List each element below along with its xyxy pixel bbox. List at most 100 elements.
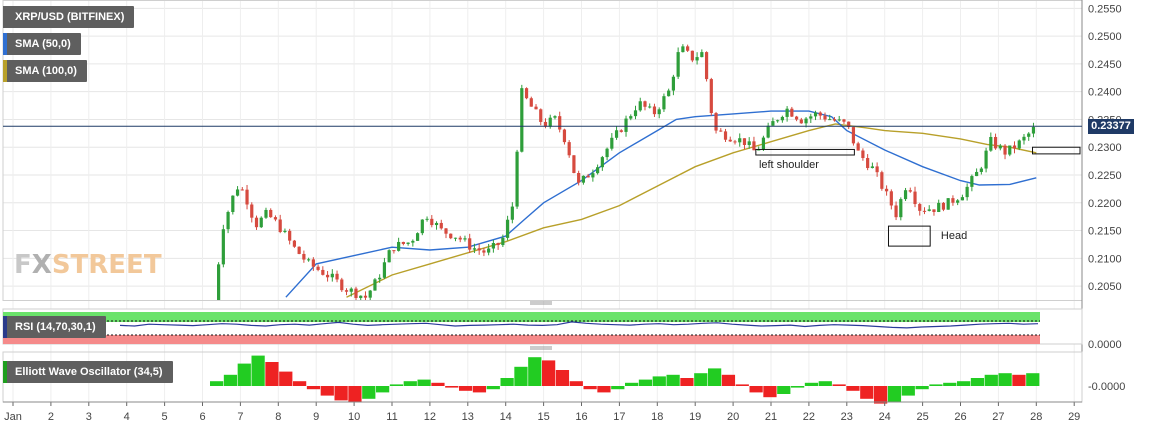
axes-layer: 0.25500.25000.24500.24000.23500.23000.22… <box>2 0 1122 402</box>
x-tick-label: 27 <box>992 411 1004 423</box>
candle-body <box>562 129 567 143</box>
candle-body <box>311 259 315 267</box>
candle-body <box>652 106 657 115</box>
candle-body <box>922 210 927 212</box>
x-tick-label: 12 <box>424 411 436 423</box>
ewo-bar <box>445 386 459 388</box>
candle-body <box>790 108 794 117</box>
x-tick-label: 8 <box>275 411 281 423</box>
candle-body <box>700 52 704 58</box>
candle-body <box>894 205 898 218</box>
candle-body <box>302 253 306 260</box>
candle-body <box>1017 140 1021 149</box>
instrument-swatch <box>3 6 7 28</box>
candle-body <box>510 206 514 220</box>
y-tick-label: 0.2500 <box>1088 31 1122 43</box>
candle-body <box>771 121 775 126</box>
ewo-bar <box>638 379 653 386</box>
candle-body <box>221 229 225 265</box>
candle-body <box>870 166 874 169</box>
ewo-bar <box>472 386 487 393</box>
legend-ewo[interactable]: Elliott Wave Oscillator (34,5) <box>3 361 173 383</box>
candle-body <box>524 88 529 99</box>
candle-body <box>742 138 747 145</box>
candle-body <box>543 121 548 127</box>
candle-body <box>406 242 410 244</box>
candle-body <box>458 237 462 240</box>
ewo-bar <box>791 386 805 388</box>
candle-body <box>813 112 818 117</box>
legend-sma100[interactable]: SMA (100,0) <box>3 60 87 82</box>
x-tick-label: 22 <box>803 411 815 423</box>
candle-body <box>757 149 761 151</box>
ewo-bar <box>251 355 265 386</box>
candle-body <box>638 101 642 111</box>
candle-body <box>340 279 344 291</box>
legend-sma50[interactable]: SMA (50,0) <box>3 33 81 55</box>
candle-body <box>1027 133 1031 137</box>
legend-rsi[interactable]: RSI (14,70,30,1) <box>3 316 106 338</box>
candle-body <box>979 168 983 172</box>
candle-body <box>496 243 500 246</box>
ewo-bar <box>210 381 224 386</box>
candle-body <box>278 219 282 232</box>
candle-body <box>434 222 439 226</box>
candle-body <box>993 136 998 149</box>
ewo-bar <box>611 386 625 390</box>
candle-body <box>899 199 903 218</box>
candle-body <box>368 290 372 298</box>
candle-body <box>273 217 278 220</box>
candle-body <box>695 57 699 61</box>
ewo-bar <box>583 386 597 390</box>
ewo-bar <box>901 386 915 396</box>
current-price-tag: 0.23377 <box>1088 118 1134 134</box>
rsi-swatch <box>3 316 7 338</box>
legend-instrument[interactable]: XRP/USD (BITFINEX) <box>3 6 135 28</box>
candle-body <box>719 130 723 132</box>
rsi-y-tick-label: 0.0000 <box>1088 339 1122 351</box>
ewo-bar <box>376 386 390 393</box>
ewo-bar <box>652 376 666 386</box>
ewo-bar <box>1026 373 1040 386</box>
candle-body <box>444 228 448 234</box>
ewo-bar <box>929 384 943 386</box>
sma50-label: SMA (50,0) <box>15 38 71 50</box>
ewo-swatch <box>3 361 7 383</box>
candle-body <box>373 279 377 291</box>
ewo-bar <box>1012 374 1026 386</box>
x-tick-label: 28 <box>1030 411 1042 423</box>
ewo-bar <box>431 382 445 386</box>
ewo-bar <box>749 386 763 393</box>
ewo-bar <box>528 357 542 386</box>
candle-body <box>382 262 387 278</box>
ewo-bar <box>306 386 321 390</box>
y-tick-label: 0.2550 <box>1088 3 1122 15</box>
candle-body <box>316 266 320 270</box>
candle-body <box>392 250 396 252</box>
x-tick-label: 15 <box>537 411 549 423</box>
candle-body <box>264 209 268 218</box>
candle-body <box>733 141 737 143</box>
candle-body <box>832 119 837 121</box>
candle-body <box>951 198 955 203</box>
candle-body <box>548 117 552 127</box>
candle-body <box>539 109 543 122</box>
ewo-bar <box>998 373 1012 386</box>
candle-body <box>415 233 420 241</box>
candle-body <box>842 119 846 122</box>
candle-body <box>662 96 666 110</box>
candle-body <box>482 250 486 253</box>
ewo-bar <box>459 386 473 391</box>
candle-body <box>596 167 600 174</box>
ewo-bar <box>237 363 251 386</box>
sma50-layer <box>285 110 1037 298</box>
candle-body <box>515 151 519 207</box>
candle-body <box>965 186 969 198</box>
ewo-bar <box>984 374 998 386</box>
ewo-bar <box>708 368 722 386</box>
x-axis: Jan 2 3 4 5 6 7 8 9 10 11 12 13 14 15 16 17 18 19 20 21 22 23 2… <box>3 401 1082 423</box>
candle-body <box>709 79 713 114</box>
candle-body <box>761 137 766 150</box>
candle-body <box>704 52 709 80</box>
ewo-bar <box>860 386 874 399</box>
